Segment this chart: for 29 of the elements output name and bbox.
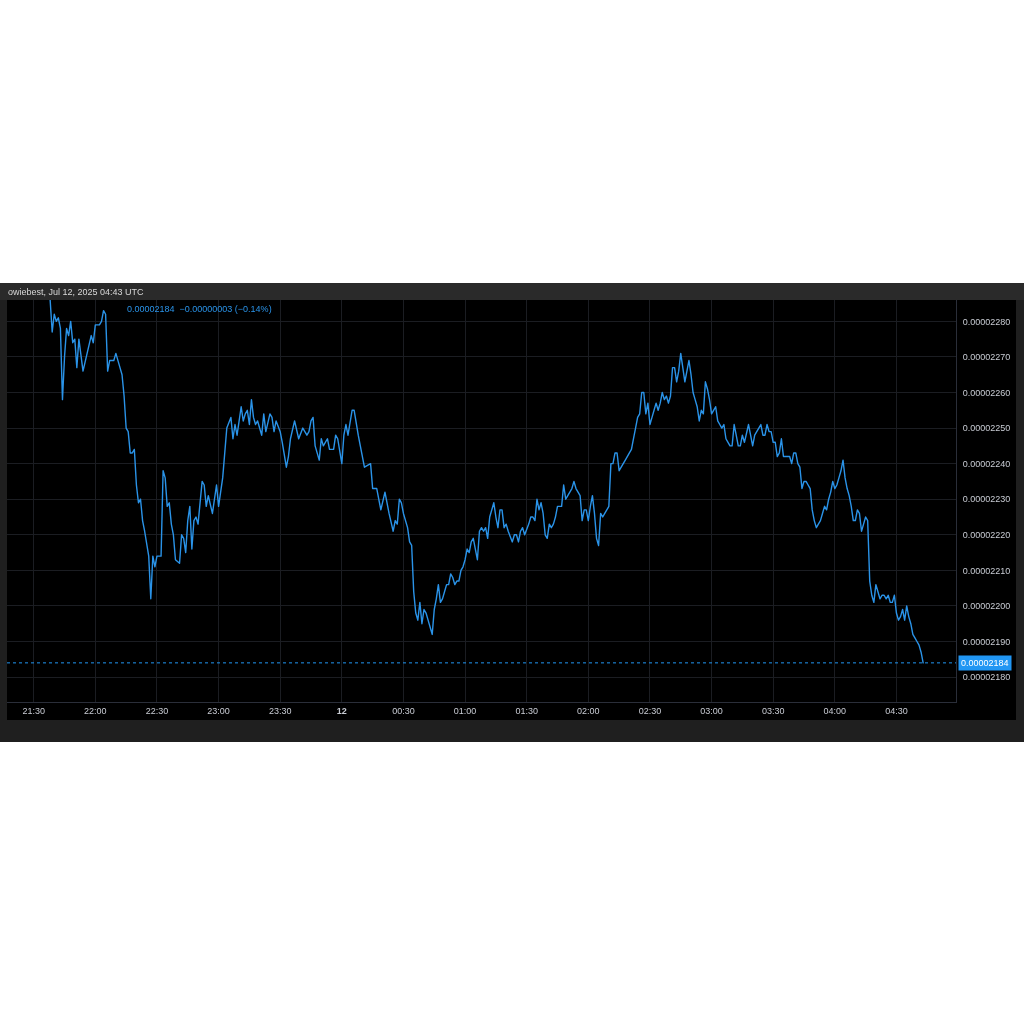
x-tick-label: 02:30	[638, 705, 662, 716]
x-tick-label: 03:00	[700, 705, 723, 716]
x-tick-label: 04:30	[885, 705, 908, 716]
y-tick-label: 0.00002260	[962, 387, 1011, 398]
y-tick-label: 0.00002200	[962, 601, 1011, 612]
text: owiebest, Jul 12, 2025 04:43 UTC	[8, 287, 145, 297]
y-tick-label: 0.00002210	[962, 565, 1011, 576]
x-tick-label: 12	[336, 705, 347, 716]
x-tick-label: 22:30	[145, 705, 169, 716]
y-tick-label: 0.00002190	[962, 636, 1011, 647]
x-tick-label: 04:00	[823, 705, 847, 716]
x-tick-label: 21:30	[22, 705, 45, 716]
y-tick-label: 0.00002250	[962, 423, 1011, 434]
x-tick-label: 01:00	[453, 705, 477, 716]
x-tick-label: 22:00	[84, 705, 107, 716]
ref-line-label: 0.00002184	[961, 658, 1009, 668]
y-tick-label: 0.00002230	[962, 494, 1011, 505]
x-tick-label: 03:30	[761, 705, 785, 716]
x-tick-label: 01:30	[515, 705, 538, 716]
x-tick-label: 23:00	[207, 705, 230, 716]
chart-subtitle: 0.00002184 −0.00000003 (−0.14%)	[127, 304, 272, 314]
y-tick-label: 0.00002280	[962, 316, 1011, 327]
x-tick-label: 00:30	[392, 705, 415, 716]
y-tick-label: 0.00002240	[962, 458, 1011, 469]
x-tick-label: 23:30	[268, 705, 292, 716]
x-tick-label: 02:00	[577, 705, 600, 716]
y-tick-label: 0.00002180	[962, 672, 1011, 683]
y-tick-label: 0.00002220	[962, 529, 1011, 540]
y-tick-label: 0.00002270	[962, 352, 1011, 363]
